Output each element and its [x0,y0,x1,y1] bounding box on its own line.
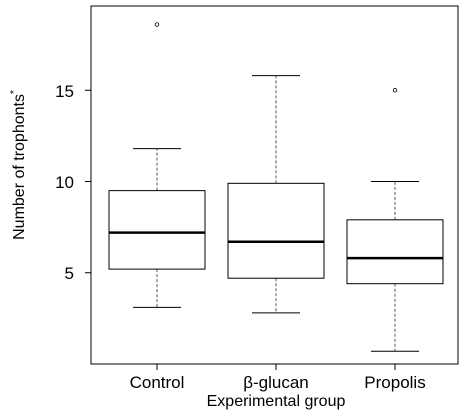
box-group-beta-glucan [227,75,325,314]
tick-marks [85,89,396,370]
box-propolis [346,219,444,285]
outlier-point-control-0 [154,22,160,27]
box-beta-glucan [227,182,325,279]
outlier-point-propolis-0 [392,88,398,93]
box-control [108,190,206,270]
y-axis-title-superscript: * [9,90,20,94]
y-axis-title-text: Number of trophonts [11,94,28,240]
y-axis-title: Number of trophonts* [9,90,28,240]
y-tick-label-15: 15 [55,82,74,101]
box-group-control [108,22,206,308]
y-tick-label-5: 5 [65,264,74,283]
x-tick-label-propolis: Propolis [364,373,425,392]
x-tick-label-beta-glucan: β-glucan [243,373,309,392]
x-axis-title: Experimental group [207,393,346,410]
y-tick-label-10: 10 [55,173,74,192]
x-tick-label-control: Control [130,373,185,392]
plot-frame [90,5,459,365]
chart-marks [108,22,444,352]
box-group-propolis [346,88,444,352]
